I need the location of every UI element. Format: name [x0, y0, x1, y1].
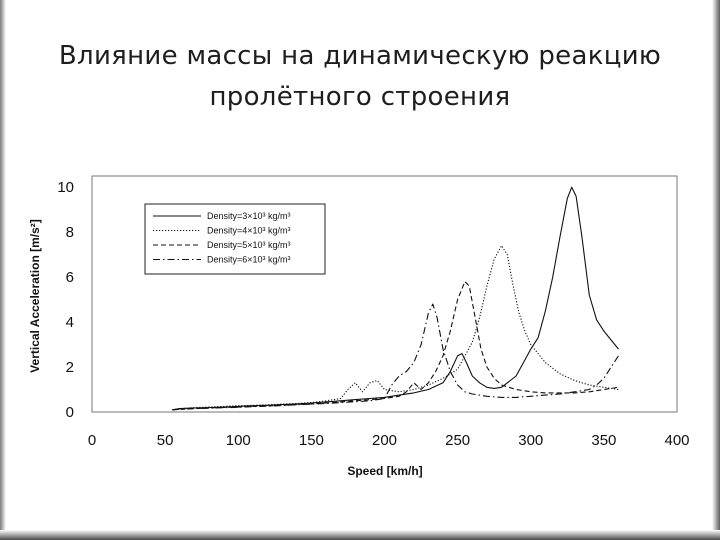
y-tick-label: 10 [57, 179, 74, 196]
legend-label-1: Density=3×10³ kg/m³ [207, 211, 291, 221]
slide-title: Влияние массы на динамическую реакцию пр… [20, 36, 700, 118]
slide-title-line-2: пролётного строения [209, 82, 511, 112]
x-tick-label: 150 [299, 432, 324, 449]
slide-title-line-1: Влияние массы на динамическую реакцию [58, 41, 662, 71]
x-axis-title: Speed [km/h] [347, 464, 422, 478]
series-line-1 [172, 186, 619, 411]
legend-label-4: Density=6×10³ kg/m³ [207, 255, 291, 265]
y-tick-label: 2 [66, 359, 74, 376]
plot-frame [91, 175, 678, 413]
y-tick-label: 0 [66, 404, 74, 421]
series-line-2 [172, 245, 619, 411]
x-tick-label: 300 [518, 432, 543, 449]
x-tick-label: 0 [88, 432, 96, 449]
x-tick-label: 350 [591, 432, 616, 449]
x-tick-label: 200 [372, 432, 397, 449]
legend: Density=3×10³ kg/m³ Density=4×10³ kg/m³ De… [144, 203, 326, 275]
y-tick-label: 4 [66, 314, 74, 331]
slide-bottom-edge [0, 530, 720, 540]
y-tick-label: 8 [66, 224, 74, 241]
series-layer [172, 186, 619, 411]
y-axis-title: Vertical Acceleration [m/s²] [28, 219, 42, 373]
series-line-3 [172, 281, 619, 411]
y-tick-label: 6 [66, 269, 74, 286]
x-tick-label: 400 [664, 432, 689, 449]
series-line-4 [172, 303, 619, 411]
x-tick-label: 100 [226, 432, 251, 449]
slide-right-edge [712, 0, 720, 540]
x-tick-label: 250 [445, 432, 470, 449]
x-tick-labels: 0 50 100 150 200 250 300 350 400 [88, 432, 690, 449]
legend-label-3: Density=5×10³ kg/m³ [207, 240, 291, 250]
x-tick-label: 50 [157, 432, 174, 449]
y-tick-labels: 0 2 4 6 8 10 [57, 179, 74, 421]
slide-left-edge [0, 0, 6, 540]
legend-label-2: Density=4×10³ kg/m³ [207, 226, 291, 236]
